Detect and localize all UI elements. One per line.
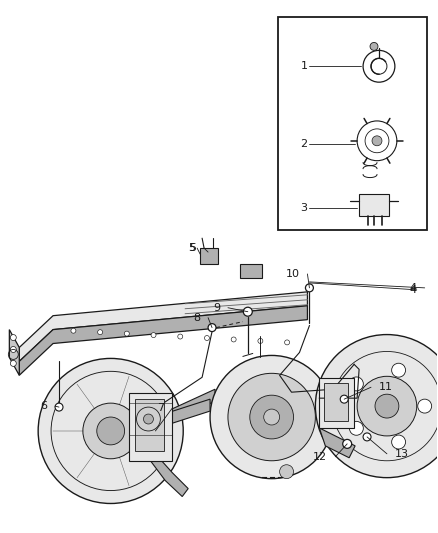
Circle shape	[372, 136, 382, 146]
Circle shape	[231, 337, 236, 342]
Bar	[240, 264, 262, 278]
Polygon shape	[333, 358, 354, 401]
Text: 4: 4	[410, 285, 417, 295]
Circle shape	[98, 330, 102, 335]
Circle shape	[343, 439, 352, 448]
Text: 9: 9	[213, 303, 220, 313]
Circle shape	[357, 376, 417, 436]
Bar	[359, 195, 389, 216]
Circle shape	[250, 395, 293, 439]
Circle shape	[11, 360, 16, 366]
Circle shape	[363, 433, 371, 441]
Text: 7: 7	[157, 403, 164, 413]
Circle shape	[11, 346, 16, 352]
Circle shape	[124, 331, 129, 336]
Bar	[278, 17, 427, 230]
Circle shape	[392, 364, 406, 377]
Circle shape	[38, 358, 183, 504]
Circle shape	[144, 414, 153, 424]
Bar	[200, 248, 218, 264]
Circle shape	[392, 435, 406, 449]
Circle shape	[305, 284, 314, 292]
Circle shape	[350, 422, 364, 435]
Circle shape	[264, 409, 279, 425]
Circle shape	[258, 338, 263, 343]
Text: 6: 6	[40, 401, 47, 411]
Circle shape	[55, 403, 63, 411]
Circle shape	[340, 395, 348, 403]
Polygon shape	[150, 453, 188, 497]
Circle shape	[71, 328, 76, 333]
Circle shape	[244, 307, 252, 316]
Circle shape	[151, 333, 156, 337]
Circle shape	[350, 377, 364, 391]
Text: 1: 1	[300, 61, 307, 71]
Circle shape	[228, 373, 315, 461]
Text: 5: 5	[188, 243, 195, 253]
Text: 11: 11	[379, 382, 393, 392]
Polygon shape	[19, 292, 307, 361]
Circle shape	[208, 324, 216, 332]
Text: 2: 2	[300, 139, 307, 149]
Text: 5: 5	[189, 243, 196, 253]
Circle shape	[370, 43, 378, 51]
Bar	[319, 378, 354, 428]
Polygon shape	[19, 306, 307, 375]
Bar	[134, 399, 164, 451]
Polygon shape	[155, 399, 210, 429]
Text: 4: 4	[410, 283, 417, 293]
Text: 3: 3	[300, 204, 307, 213]
Polygon shape	[319, 428, 355, 458]
Polygon shape	[155, 389, 215, 429]
Circle shape	[285, 340, 290, 345]
Circle shape	[279, 465, 293, 479]
Circle shape	[315, 335, 438, 478]
Text: 10: 10	[286, 269, 300, 279]
Circle shape	[11, 335, 16, 341]
Circle shape	[97, 417, 124, 445]
Text: 12: 12	[313, 452, 327, 462]
Polygon shape	[9, 329, 19, 375]
Text: 8: 8	[193, 313, 200, 322]
Bar	[129, 393, 172, 461]
Circle shape	[375, 394, 399, 418]
Circle shape	[178, 334, 183, 339]
Text: 13: 13	[395, 449, 409, 459]
Circle shape	[210, 356, 333, 479]
Circle shape	[418, 399, 431, 413]
Bar	[324, 383, 348, 421]
Circle shape	[83, 403, 138, 459]
Circle shape	[205, 336, 209, 341]
